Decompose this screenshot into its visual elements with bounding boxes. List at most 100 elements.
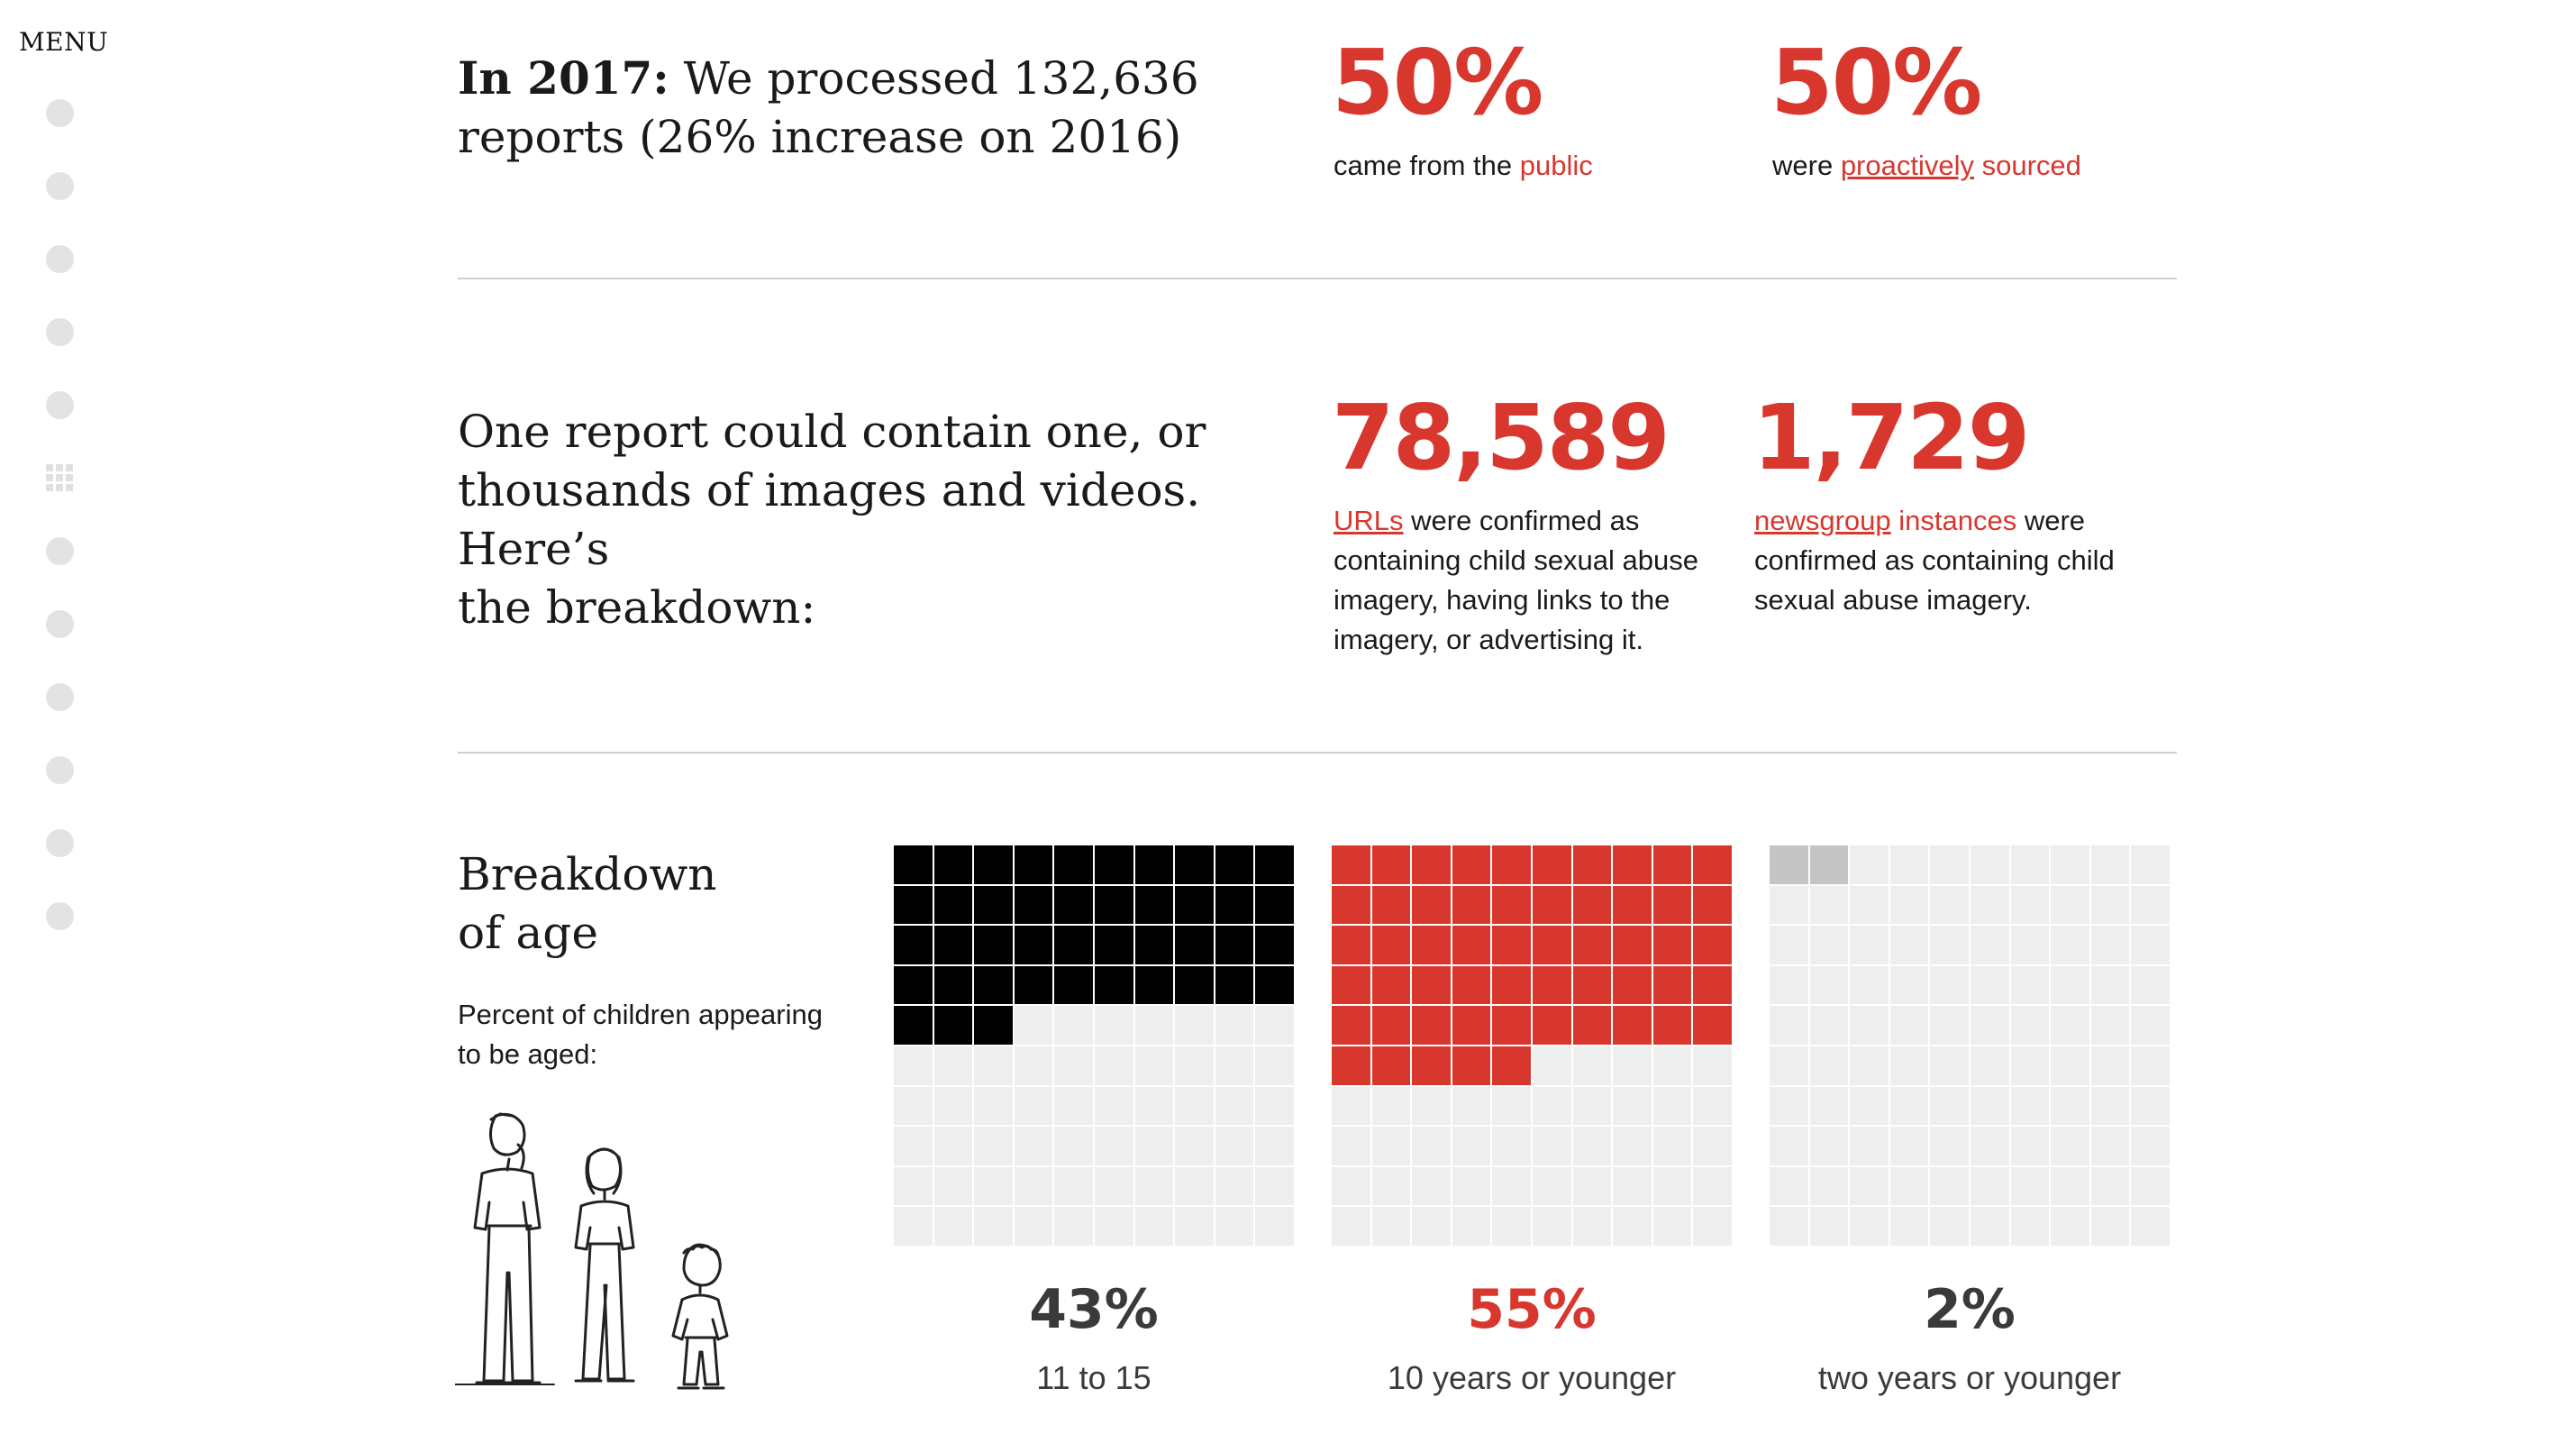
waffle-cell-filled	[1693, 1006, 1732, 1045]
waffle-cell-empty	[1175, 1046, 1214, 1085]
nav-dot-1[interactable]	[46, 99, 74, 127]
waffle-cell-empty	[1889, 1086, 1929, 1126]
waffle-cell-empty	[1613, 1046, 1652, 1085]
nav-dot-2[interactable]	[46, 172, 74, 200]
waffle-cell-empty	[1930, 885, 1969, 925]
waffle-cell-empty	[1889, 845, 1929, 884]
waffle-cell-filled	[1371, 926, 1411, 964]
waffle-cell-empty	[1054, 1046, 1093, 1085]
waffle-cell-filled	[1652, 885, 1692, 925]
urls-link[interactable]: URLs	[1334, 505, 1404, 536]
nav-dot-3[interactable]	[46, 245, 74, 273]
waffle-cell-filled	[1693, 885, 1732, 925]
public-percent: 50%	[1332, 30, 1543, 135]
waffle-cell-empty	[974, 1166, 1013, 1206]
waffle-cell-empty	[2051, 845, 2089, 884]
waffle-cell-empty	[1492, 1207, 1531, 1246]
waffle-cell-filled	[1452, 926, 1491, 964]
waffle-chart-11-to-15	[894, 845, 1294, 1246]
waffle-cell-empty	[1255, 1046, 1294, 1085]
nav-dot-7[interactable]	[46, 537, 74, 565]
waffle-cell-filled	[1332, 1006, 1370, 1045]
waffle-cell-empty	[933, 1207, 973, 1246]
waffle-cell-empty	[1930, 845, 1969, 884]
waffle-cell-empty	[1215, 1086, 1254, 1126]
waffle-cell-empty	[974, 1086, 1013, 1126]
label-11-to-15: 11 to 15	[1036, 1359, 1151, 1396]
waffle-cell-empty	[974, 1127, 1013, 1165]
waffle-cell-filled	[1094, 965, 1133, 1005]
waffle-cell-filled	[1613, 845, 1652, 884]
waffle-cell-filled	[1014, 926, 1053, 964]
waffle-cell-empty	[1930, 926, 1969, 964]
waffle-cell-empty	[1770, 1166, 1808, 1206]
waffle-cell-filled	[1175, 965, 1214, 1005]
waffle-cell-empty	[1255, 1127, 1294, 1165]
pct-10-or-younger: 55%	[1467, 1278, 1597, 1341]
waffle-cell-empty	[1054, 1006, 1093, 1045]
waffle-cell-empty	[2090, 965, 2130, 1005]
waffle-cell-empty	[1014, 1086, 1053, 1126]
nav-dot-12[interactable]	[46, 902, 74, 930]
proactively-link[interactable]: proactively	[1840, 150, 1974, 181]
nav-dot-11[interactable]	[46, 829, 74, 857]
waffle-cell-empty	[1452, 1086, 1491, 1126]
nav-dot-4[interactable]	[46, 318, 74, 346]
waffle-cell-filled	[1215, 965, 1254, 1005]
waffle-cell-filled	[933, 845, 973, 884]
waffle-cell-filled	[933, 965, 973, 1005]
waffle-cell-filled	[1693, 926, 1732, 964]
reports-intro: In 2017: We processed 132,636 reports (2…	[458, 49, 1269, 167]
waffle-cell-empty	[1970, 1166, 2009, 1206]
section-dot-nav	[46, 99, 75, 975]
waffle-cell-filled	[1532, 885, 1571, 925]
waffle-cell-empty	[1492, 1086, 1531, 1126]
waffle-cell-filled	[933, 1006, 973, 1045]
waffle-cell-empty	[1452, 1166, 1491, 1206]
waffle-cell-filled	[1255, 965, 1294, 1005]
waffle-cell-empty	[1850, 1046, 1889, 1085]
waffle-cell-filled	[1652, 965, 1692, 1005]
waffle-cell-filled	[1532, 1006, 1571, 1045]
waffle-cell-empty	[1693, 1207, 1732, 1246]
waffle-cell-empty	[1532, 1046, 1571, 1085]
waffle-cell-empty	[1492, 1127, 1531, 1165]
urls-line3: imagery, having links to the	[1334, 584, 1670, 616]
age-title: Breakdown of age	[458, 845, 836, 963]
waffle-cell-empty	[1850, 965, 1889, 1005]
waffle-cell-empty	[2010, 1006, 2050, 1045]
waffle-cell-empty	[2090, 1006, 2130, 1045]
waffle-cell-empty	[2010, 1166, 2050, 1206]
waffle-cell-empty	[1970, 926, 2009, 964]
waffle-cell-empty	[1371, 1166, 1411, 1206]
waffle-cell-filled	[1613, 926, 1652, 964]
waffle-cell-empty	[1770, 1127, 1808, 1165]
waffle-cell-empty	[2131, 845, 2170, 884]
nav-dot-10[interactable]	[46, 756, 74, 784]
waffle-cell-empty	[2090, 1086, 2130, 1126]
waffle-cell-empty	[1371, 1207, 1411, 1246]
intro-line1: We processed 132,636	[669, 52, 1199, 105]
public-link[interactable]: public	[1519, 150, 1593, 181]
waffle-cell-empty	[1175, 1127, 1214, 1165]
waffle-cell-empty	[1175, 1166, 1214, 1206]
waffle-cell-empty	[1970, 1086, 2009, 1126]
nav-dot-8[interactable]	[46, 610, 74, 638]
waffle-cell-empty	[1652, 1127, 1692, 1165]
waffle-cell-empty	[1809, 965, 1849, 1005]
waffle-cell-empty	[1652, 1086, 1692, 1126]
waffle-cell-filled	[1492, 1046, 1531, 1085]
newsgroup-link[interactable]: newsgroup	[1754, 505, 1891, 536]
waffle-cell-empty	[1014, 1166, 1053, 1206]
waffle-cell-filled	[1412, 845, 1451, 884]
divider-1	[458, 278, 2177, 279]
newsgroup-line2: confirmed as containing child	[1754, 544, 2115, 576]
nav-dot-9[interactable]	[46, 683, 74, 711]
waffle-cell-empty	[2051, 965, 2089, 1005]
menu-button[interactable]: MENU	[19, 27, 109, 57]
waffle-cell-filled	[1492, 965, 1531, 1005]
nav-dot-5[interactable]	[46, 391, 74, 419]
grid-icon[interactable]	[46, 464, 74, 492]
waffle-cell-empty	[1770, 926, 1808, 964]
waffle-cell-empty	[2051, 1127, 2089, 1165]
